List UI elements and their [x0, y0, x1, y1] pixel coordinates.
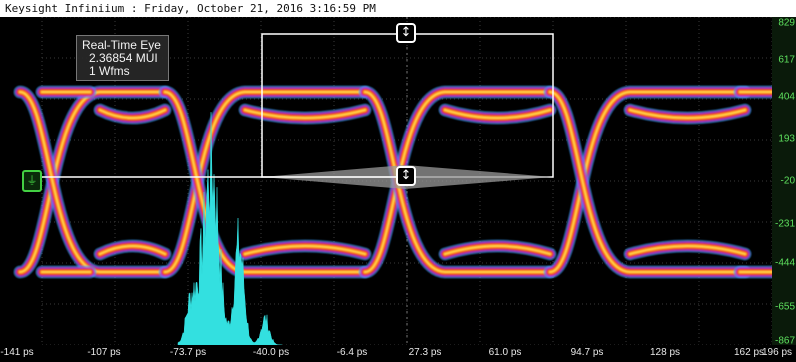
eye-trace: [549, 91, 746, 273]
eye-trace: [244, 245, 366, 255]
x-tick-label: 61.0 ps: [488, 347, 522, 358]
eye-trace: [244, 109, 366, 119]
eye-trace: [99, 245, 166, 255]
y-tick-label: 404: [778, 91, 795, 103]
eye-trace: [444, 109, 551, 119]
waveform-count: 1 Wfms: [89, 64, 130, 78]
y-tick-label: -20: [780, 175, 795, 187]
eye-traces: [13, 85, 779, 279]
window-title: Keysight Infiniium : Friday, October 21,…: [0, 0, 796, 17]
time-axis: -141 ps -107 ps -73.7 ps -40.0 ps -6.4 ps 27.…: [0, 345, 796, 362]
x-tick-label: 128 ps: [649, 347, 681, 358]
x-tick-label: -107 ps: [87, 347, 121, 358]
y-tick-label: 829: [778, 17, 795, 29]
eye-trace: [364, 91, 551, 273]
eye-trace: [629, 109, 746, 119]
measurement-name: Real-Time Eye: [82, 38, 161, 52]
measurement-value: 2.36854 MUI: [89, 51, 158, 65]
x-tick-label: 162 ps: [733, 347, 765, 358]
x-tick-label: -6.4 ps: [336, 347, 368, 358]
y-tick-label: 617: [778, 54, 795, 66]
eye-trace: [629, 245, 746, 255]
x-tick-label: -141 ps: [0, 347, 34, 358]
x-tick-label: -40.0 ps: [252, 347, 290, 358]
y-tick-label: -444: [774, 257, 795, 269]
waveform-display[interactable]: [0, 17, 796, 345]
x-tick-label: 94.7 ps: [570, 347, 604, 358]
eye-trace: [99, 109, 166, 119]
trigger-level-icon[interactable]: ⏚: [22, 170, 42, 192]
vertical-resize-arrows-icon[interactable]: ↕: [396, 23, 416, 43]
y-tick-label: -231: [774, 218, 795, 230]
x-tick-label: -73.7 ps: [169, 347, 207, 358]
measurement-info-box[interactable]: Real-Time Eye 2.36854 MUI 1 Wfms: [76, 35, 169, 81]
eye-trace: [444, 245, 551, 255]
x-tick-label: 27.3 ps: [408, 347, 442, 358]
vertical-scale[interactable]: 829 617 404 193 -20 -231 -444 -655 -867: [772, 17, 796, 347]
y-tick-label: -655: [774, 301, 795, 313]
eye-diagram-canvas[interactable]: [0, 17, 796, 345]
y-tick-label: -867: [774, 335, 795, 347]
histogram-area: [177, 112, 282, 345]
jitter-histogram: [177, 112, 282, 345]
y-tick-label: 193: [778, 133, 795, 145]
vertical-resize-arrows-icon[interactable]: ↕: [396, 166, 416, 186]
x-tick-label: 196 ps: [761, 347, 793, 358]
eye-trace: [164, 91, 366, 273]
